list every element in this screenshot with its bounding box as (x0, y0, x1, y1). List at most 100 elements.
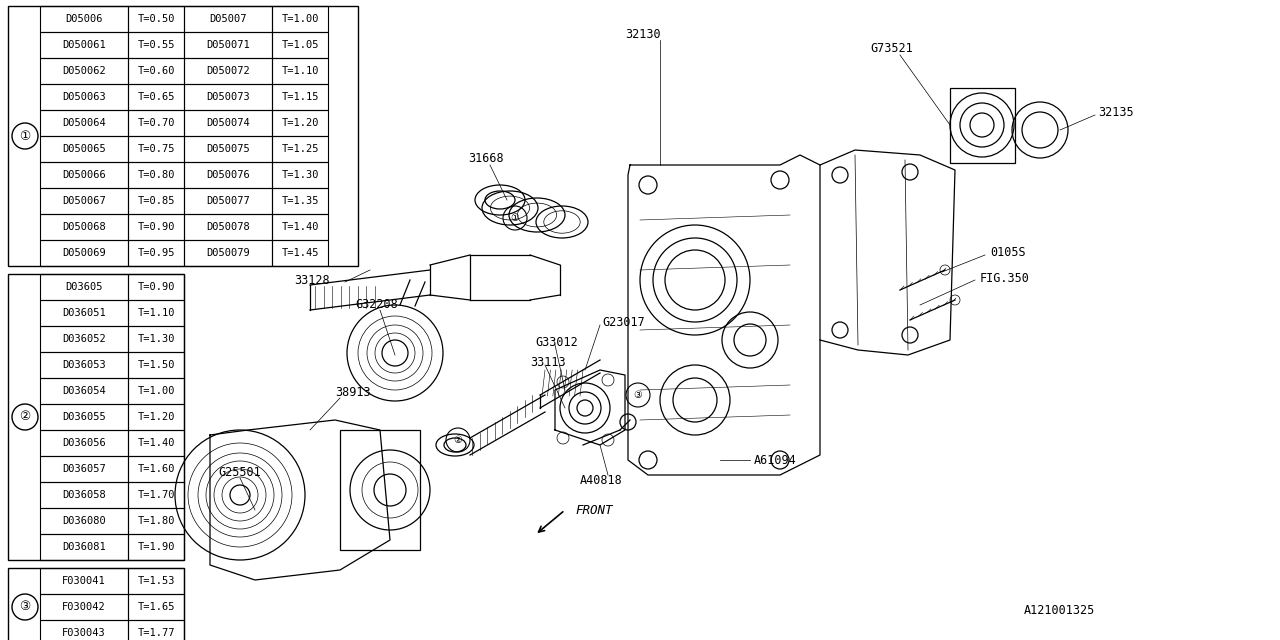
Bar (128, 188, 184, 214)
Text: T=1.40: T=1.40 (137, 438, 175, 448)
Text: D050064: D050064 (63, 118, 106, 128)
Bar (273, 214, 328, 240)
Bar (128, 568, 184, 594)
Text: F030043: F030043 (63, 628, 106, 638)
Bar (273, 240, 328, 266)
Bar (184, 32, 273, 58)
Text: D050067: D050067 (63, 196, 106, 206)
Text: D050073: D050073 (206, 92, 250, 102)
Text: D050076: D050076 (206, 170, 250, 180)
Bar (273, 188, 328, 214)
Text: T=1.60: T=1.60 (137, 464, 175, 474)
Text: G73521: G73521 (870, 42, 913, 54)
Bar (40, 508, 128, 534)
Text: T=0.95: T=0.95 (137, 248, 175, 258)
Bar (128, 274, 184, 300)
Text: 0105S: 0105S (989, 246, 1025, 259)
Bar (8, 568, 184, 640)
Text: 33128: 33128 (294, 273, 330, 287)
Bar (184, 214, 273, 240)
Text: A40818: A40818 (580, 474, 623, 486)
Bar (128, 508, 184, 534)
Bar (40, 378, 128, 404)
Text: T=1.65: T=1.65 (137, 602, 175, 612)
Text: T=0.90: T=0.90 (137, 282, 175, 292)
Text: D036080: D036080 (63, 516, 106, 526)
Bar (40, 214, 128, 240)
Bar (128, 136, 184, 162)
Text: D036051: D036051 (63, 308, 106, 318)
Bar (128, 378, 184, 404)
Text: D050068: D050068 (63, 222, 106, 232)
Bar (40, 404, 128, 430)
Text: D050061: D050061 (63, 40, 106, 50)
Bar (40, 162, 128, 188)
Bar (40, 430, 128, 456)
Text: T=1.45: T=1.45 (282, 248, 319, 258)
Text: T=1.80: T=1.80 (137, 516, 175, 526)
Bar (40, 110, 128, 136)
Bar (128, 430, 184, 456)
Bar (40, 188, 128, 214)
Bar (40, 534, 128, 560)
Text: D050078: D050078 (206, 222, 250, 232)
Bar (128, 482, 184, 508)
Text: T=0.50: T=0.50 (137, 14, 175, 24)
Text: D036081: D036081 (63, 542, 106, 552)
Bar (184, 188, 273, 214)
Text: 32135: 32135 (1098, 106, 1134, 118)
Text: T=0.55: T=0.55 (137, 40, 175, 50)
Bar (273, 6, 328, 32)
Bar (8, 6, 358, 266)
Text: T=1.53: T=1.53 (137, 576, 175, 586)
Bar (40, 240, 128, 266)
Text: 32130: 32130 (625, 29, 660, 42)
Text: G25501: G25501 (218, 465, 261, 479)
Text: T=1.90: T=1.90 (137, 542, 175, 552)
Text: T=1.50: T=1.50 (137, 360, 175, 370)
Text: T=1.10: T=1.10 (137, 308, 175, 318)
Bar (40, 620, 128, 640)
Text: D050071: D050071 (206, 40, 250, 50)
Bar (40, 58, 128, 84)
Text: T=0.65: T=0.65 (137, 92, 175, 102)
Bar (40, 136, 128, 162)
Bar (128, 162, 184, 188)
Bar (184, 240, 273, 266)
Bar (273, 84, 328, 110)
Bar (40, 32, 128, 58)
Bar (184, 58, 273, 84)
Text: D036052: D036052 (63, 334, 106, 344)
Bar (8, 274, 184, 560)
Text: ②: ② (19, 410, 31, 424)
Text: D03605: D03605 (65, 282, 102, 292)
Text: T=1.30: T=1.30 (282, 170, 319, 180)
Text: FIG.350: FIG.350 (980, 271, 1030, 285)
Bar (273, 58, 328, 84)
Text: D036053: D036053 (63, 360, 106, 370)
Text: F030042: F030042 (63, 602, 106, 612)
Text: T=0.80: T=0.80 (137, 170, 175, 180)
Text: D050077: D050077 (206, 196, 250, 206)
Bar (128, 214, 184, 240)
Bar (128, 456, 184, 482)
Bar (128, 240, 184, 266)
Bar (950, 88, 1015, 163)
Bar (128, 534, 184, 560)
Text: D050063: D050063 (63, 92, 106, 102)
Bar (40, 568, 128, 594)
Bar (128, 6, 184, 32)
Bar (340, 430, 420, 550)
Text: T=1.30: T=1.30 (137, 334, 175, 344)
Text: G33012: G33012 (535, 335, 577, 349)
Bar (40, 482, 128, 508)
Bar (40, 352, 128, 378)
Bar (40, 326, 128, 352)
Bar (40, 84, 128, 110)
Text: T=0.60: T=0.60 (137, 66, 175, 76)
Text: D036057: D036057 (63, 464, 106, 474)
Bar (128, 352, 184, 378)
Text: ③: ③ (634, 390, 643, 400)
Text: A61094: A61094 (754, 454, 796, 467)
Text: F030041: F030041 (63, 576, 106, 586)
